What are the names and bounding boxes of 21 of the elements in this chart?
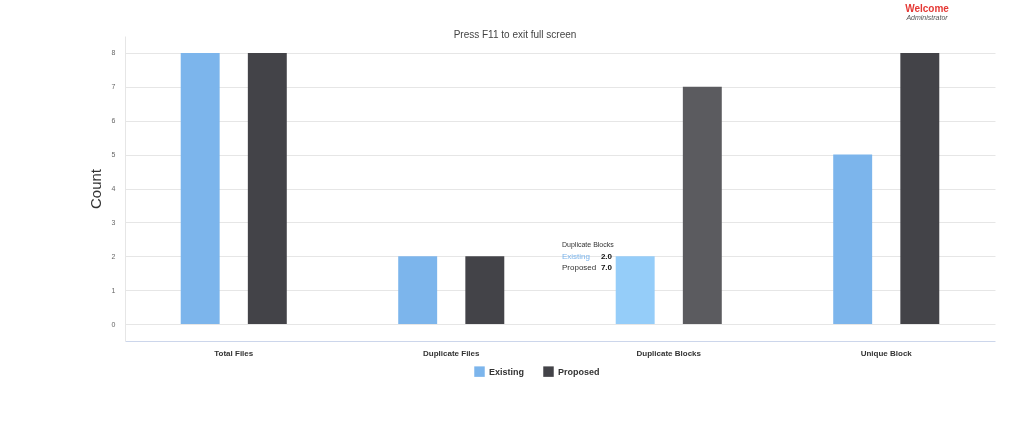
bar <box>833 154 873 325</box>
x-tick-label: Duplicate Files <box>423 348 481 358</box>
x-tick-label: Unique Block <box>860 348 913 358</box>
bar <box>900 52 940 325</box>
x-tick-label: Duplicate Blocks <box>636 348 702 358</box>
annotation: Existing <box>562 252 591 261</box>
legend-label: Proposed <box>558 366 600 377</box>
bar <box>180 52 220 325</box>
annotation: 7.0 <box>600 263 613 272</box>
bar <box>615 256 655 325</box>
annotation: 2.0 <box>600 252 613 261</box>
legend-label: Existing <box>489 366 525 377</box>
annotation: Press F11 to exit full screen <box>453 29 577 40</box>
y-axis-title: Count <box>86 168 104 210</box>
bar <box>247 52 287 325</box>
x-tick-label: Total Files <box>214 348 254 358</box>
bar <box>398 256 438 325</box>
annotation: Proposed <box>562 263 597 272</box>
bar <box>465 256 505 325</box>
text: Welcome <box>905 3 950 14</box>
bar <box>682 86 722 325</box>
